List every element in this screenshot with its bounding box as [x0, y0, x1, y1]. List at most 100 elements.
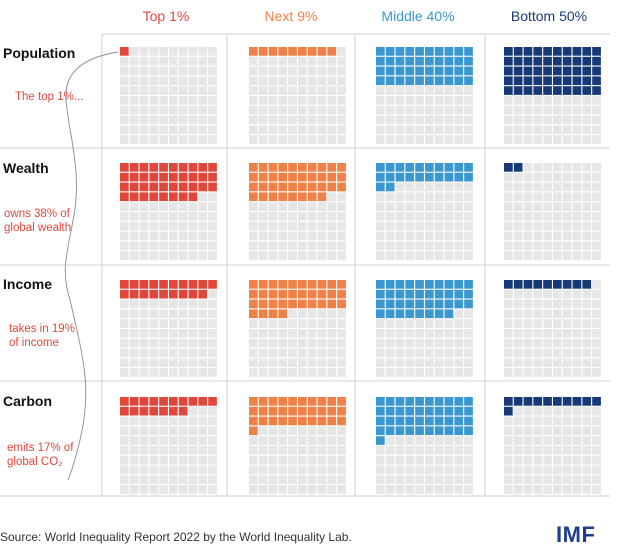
filled-cell — [395, 406, 405, 416]
empty-cell — [149, 251, 159, 260]
empty-cell — [198, 368, 208, 377]
empty-cell — [543, 192, 552, 202]
empty-cell — [504, 465, 513, 475]
empty-cell — [592, 348, 601, 358]
empty-cell — [249, 358, 258, 368]
empty-cell — [395, 115, 405, 125]
filled-cell — [385, 309, 395, 319]
filled-cell — [317, 289, 327, 299]
empty-cell — [288, 309, 297, 319]
empty-cell — [337, 96, 346, 105]
empty-cell — [405, 358, 415, 368]
empty-cell — [159, 231, 168, 241]
empty-cell — [249, 319, 258, 328]
empty-cell — [385, 202, 395, 211]
filled-cell — [562, 86, 572, 95]
empty-cell — [444, 241, 454, 251]
empty-cell — [169, 358, 178, 368]
filled-cell — [120, 172, 129, 182]
empty-cell — [327, 56, 337, 66]
empty-cell — [120, 455, 129, 465]
empty-cell — [139, 105, 149, 115]
empty-cell — [572, 192, 582, 202]
empty-cell — [178, 221, 188, 231]
empty-cell — [592, 202, 601, 211]
empty-cell — [337, 192, 346, 202]
empty-cell — [258, 338, 268, 348]
filled-cell — [504, 163, 513, 172]
empty-cell — [268, 329, 278, 338]
empty-cell — [288, 105, 297, 115]
empty-cell — [572, 426, 582, 436]
empty-cell — [572, 241, 582, 251]
empty-cell — [454, 338, 464, 348]
empty-cell — [298, 319, 307, 328]
empty-cell — [278, 426, 288, 436]
empty-cell — [278, 105, 288, 115]
empty-cell — [543, 368, 552, 377]
empty-cell — [562, 251, 572, 260]
empty-cell — [513, 338, 523, 348]
empty-cell — [425, 212, 434, 221]
empty-cell — [188, 221, 198, 231]
empty-cell — [395, 212, 405, 221]
empty-cell — [415, 319, 424, 328]
empty-cell — [327, 105, 337, 115]
empty-cell — [188, 135, 198, 144]
empty-cell — [434, 202, 444, 211]
empty-cell — [454, 115, 464, 125]
filled-cell — [454, 397, 464, 406]
empty-cell — [307, 329, 317, 338]
empty-cell — [513, 436, 523, 445]
empty-cell — [258, 86, 268, 95]
empty-cell — [543, 105, 552, 115]
empty-cell — [129, 416, 139, 426]
filled-cell — [129, 397, 139, 406]
filled-cell — [258, 172, 268, 182]
filled-cell — [178, 182, 188, 192]
filled-cell — [317, 172, 327, 182]
empty-cell — [337, 465, 346, 475]
empty-cell — [159, 135, 168, 144]
empty-cell — [258, 105, 268, 115]
empty-cell — [149, 125, 159, 135]
empty-cell — [444, 475, 454, 485]
waffle-row-population — [120, 47, 601, 144]
empty-cell — [444, 182, 454, 192]
empty-cell — [188, 368, 198, 377]
empty-cell — [129, 241, 139, 251]
empty-cell — [278, 348, 288, 358]
filled-cell — [454, 56, 464, 66]
empty-cell — [543, 416, 552, 426]
filled-cell — [188, 182, 198, 192]
empty-cell — [376, 212, 385, 221]
empty-cell — [178, 358, 188, 368]
empty-cell — [120, 368, 129, 377]
empty-cell — [198, 299, 208, 309]
imf-logo: IMF — [556, 522, 596, 547]
filled-cell — [307, 299, 317, 309]
empty-cell — [513, 172, 523, 182]
empty-cell — [444, 105, 454, 115]
empty-cell — [298, 125, 307, 135]
empty-cell — [562, 96, 572, 105]
filled-cell — [395, 56, 405, 66]
empty-cell — [434, 105, 444, 115]
filled-cell — [268, 309, 278, 319]
empty-cell — [425, 202, 434, 211]
empty-cell — [120, 135, 129, 144]
filled-cell — [444, 397, 454, 406]
empty-cell — [208, 348, 217, 358]
waffle-population-2 — [376, 47, 473, 144]
filled-cell — [149, 289, 159, 299]
filled-cell — [454, 163, 464, 172]
filled-cell — [405, 172, 415, 182]
empty-cell — [385, 338, 395, 348]
empty-cell — [553, 105, 562, 115]
empty-cell — [415, 105, 424, 115]
empty-cell — [523, 348, 533, 358]
empty-cell — [454, 319, 464, 328]
filled-cell — [337, 163, 346, 172]
empty-cell — [592, 163, 601, 172]
filled-cell — [376, 280, 385, 289]
